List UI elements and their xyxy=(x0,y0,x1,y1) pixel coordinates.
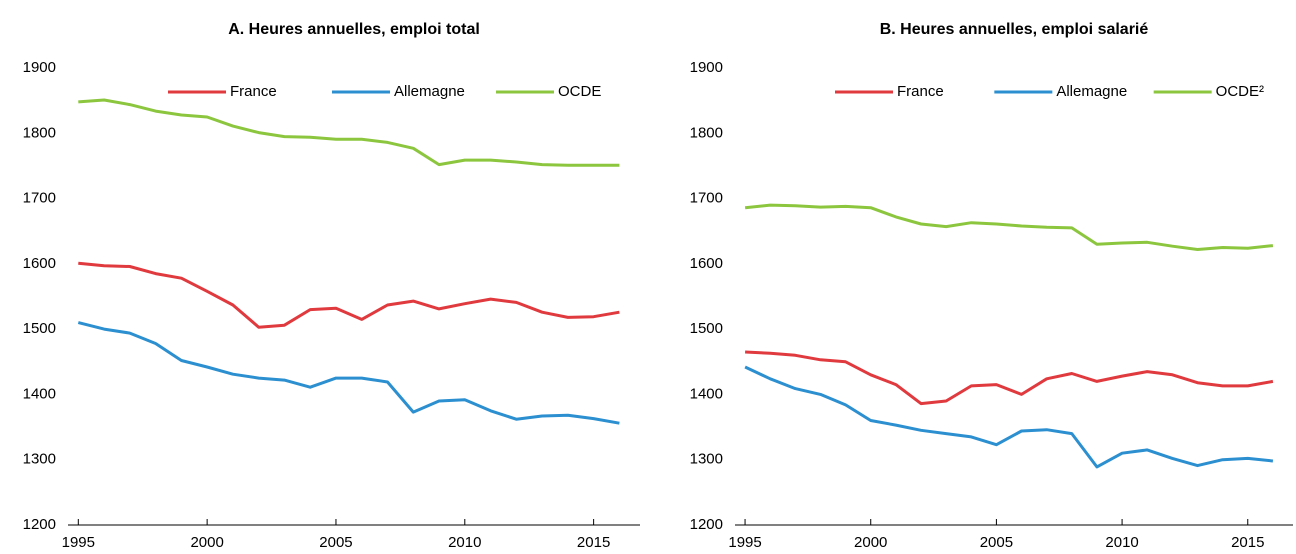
x-tick-label: 2005 xyxy=(319,534,352,551)
chart-title: A. Heures annuelles, emploi total xyxy=(228,21,480,38)
y-tick-label: 1300 xyxy=(690,451,723,468)
y-tick-label: 1500 xyxy=(690,320,723,337)
legend-label: OCDE² xyxy=(1216,83,1264,100)
line xyxy=(745,350,1274,406)
y-tick-label: 1400 xyxy=(23,385,56,402)
y-tick-label: 1400 xyxy=(690,385,723,402)
y-tick-label: 1900 xyxy=(23,59,56,76)
y-tick-label: 1600 xyxy=(23,255,56,272)
legend-label: France xyxy=(897,83,944,100)
x-tick-label: 1995 xyxy=(62,534,95,551)
legend-label: Allemagne xyxy=(1056,83,1127,100)
y-tick-label: 1800 xyxy=(23,124,56,141)
line xyxy=(77,321,620,425)
y-tick-label: 1700 xyxy=(23,190,56,207)
line xyxy=(744,365,1274,469)
x-tick-label: 2015 xyxy=(1231,534,1264,551)
legend-label: OCDE xyxy=(558,83,601,100)
y-tick-label: 1200 xyxy=(23,516,56,533)
y-tick-label: 1600 xyxy=(690,255,723,272)
legend-label: Allemagne xyxy=(394,83,465,100)
y-tick-label: 1200 xyxy=(690,516,723,533)
legend-label: France xyxy=(230,83,277,100)
x-tick-label: 2010 xyxy=(1105,534,1138,551)
x-tick-label: 2015 xyxy=(577,534,610,551)
x-tick-label: 2000 xyxy=(854,534,887,551)
y-tick-label: 1500 xyxy=(23,320,56,337)
chart-title: B. Heures annuelles, emploi salarié xyxy=(880,21,1149,38)
x-tick-label: 2010 xyxy=(448,534,481,551)
line xyxy=(744,203,1274,251)
line xyxy=(78,261,620,329)
y-tick-label: 1800 xyxy=(690,124,723,141)
x-tick-label: 2000 xyxy=(190,534,223,551)
y-tick-label: 1300 xyxy=(23,451,56,468)
y-tick-label: 1900 xyxy=(690,59,723,76)
line xyxy=(78,98,620,167)
x-tick-label: 1995 xyxy=(728,534,761,551)
y-tick-label: 1700 xyxy=(690,190,723,207)
x-tick-label: 2005 xyxy=(980,534,1013,551)
